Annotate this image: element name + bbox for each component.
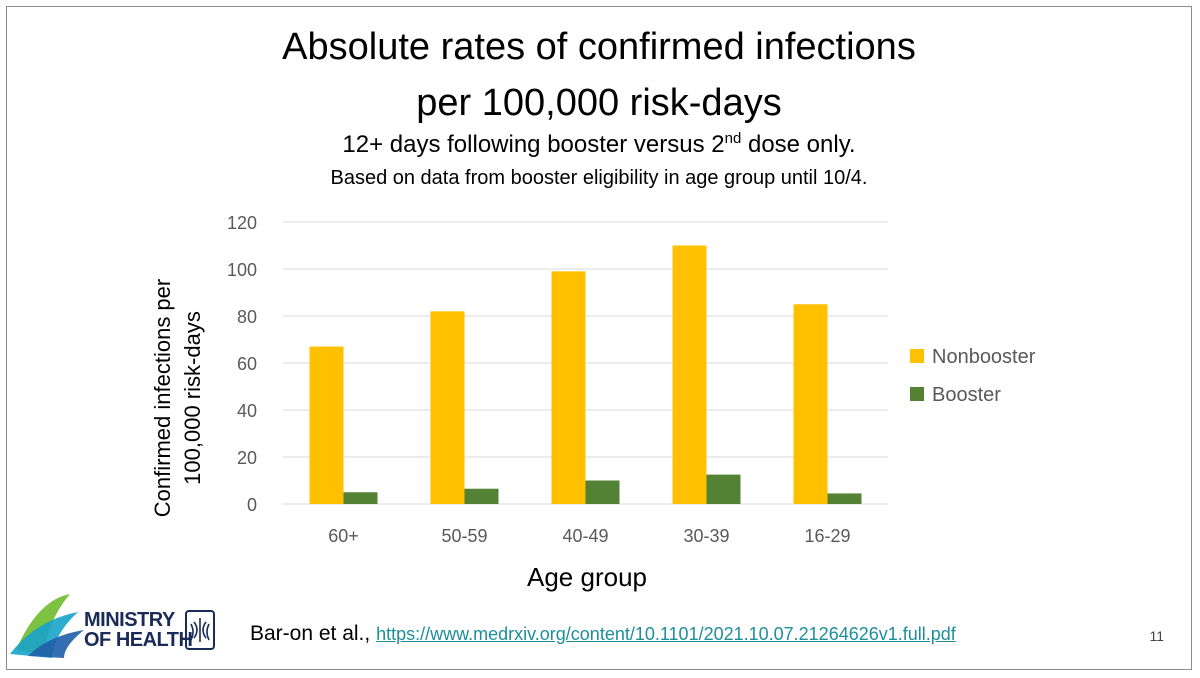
subtitle-pre: 12+ days following booster versus 2	[342, 131, 725, 158]
y-axis-label-line1: Confirmed infections per	[150, 279, 175, 517]
ministry-logo-text: MINISTRY OF HEALTH	[84, 609, 193, 651]
y-axis-ticks: 0 20 40 60 80 100 120	[227, 213, 257, 515]
y-tick-label: 100	[227, 260, 257, 280]
y-axis-label-line2: 100,000 risk-days	[180, 311, 205, 485]
y-tick-label: 20	[237, 448, 257, 468]
y-tick-label: 40	[237, 401, 257, 421]
page-number: 11	[1149, 628, 1164, 644]
x-tick-label: 30-39	[683, 526, 729, 546]
logo-line2: OF HEALTH	[84, 629, 193, 651]
slide-title-line1: Absolute rates of confirmed infections	[282, 26, 916, 68]
bar-booster-16-29	[827, 493, 862, 504]
legend-swatch-booster	[910, 387, 924, 401]
bar-booster-40-49	[585, 480, 620, 504]
x-tick-label: 40-49	[562, 526, 608, 546]
bar-nonbooster-40-49	[551, 271, 586, 504]
legend-swatch-nonbooster	[910, 349, 924, 363]
x-axis-ticks: 60+ 50-59 40-49 30-39 16-29	[328, 526, 850, 546]
bar-nonbooster-50-59	[430, 311, 465, 504]
chart-legend: Nonbooster Booster	[910, 346, 1036, 406]
bar-nonbooster-30-39	[672, 245, 707, 504]
legend-label-nonbooster: Nonbooster	[932, 346, 1036, 368]
x-axis-label: Age group	[527, 562, 647, 592]
x-tick-label: 60+	[328, 526, 359, 546]
citation-link[interactable]: https://www.medrxiv.org/content/10.1101/…	[376, 624, 956, 644]
y-tick-label: 0	[247, 495, 257, 515]
emblem-icon	[185, 610, 215, 650]
slide-subtitle-2: Based on data from booster eligibility i…	[330, 167, 868, 189]
y-tick-label: 120	[227, 213, 257, 233]
ministry-logo-icon	[10, 594, 84, 658]
citation-author: Bar-on et al.,	[250, 622, 371, 645]
slide-title-line2: per 100,000 risk-days	[416, 82, 782, 124]
bar-nonbooster-60+	[309, 346, 344, 504]
y-tick-label: 60	[237, 354, 257, 374]
x-tick-label: 50-59	[441, 526, 487, 546]
y-axis-label: Confirmed infections per 100,000 risk-da…	[150, 279, 205, 517]
bar-booster-30-39	[706, 474, 741, 504]
legend-label-booster: Booster	[932, 384, 1001, 406]
slide: Absolute rates of confirmed infections p…	[6, 6, 1192, 670]
citation: Bar-on et al., https://www.medrxiv.org/c…	[250, 622, 956, 646]
chart-bars	[309, 245, 862, 504]
y-tick-label: 80	[237, 307, 257, 327]
x-tick-label: 16-29	[804, 526, 850, 546]
subtitle-post: dose only.	[741, 131, 856, 158]
bar-booster-50-59	[464, 488, 499, 504]
subtitle-sup: nd	[724, 130, 742, 147]
bar-nonbooster-16-29	[793, 304, 828, 504]
bar-booster-60+	[343, 492, 378, 504]
slide-subtitle: 12+ days following booster versus 2nd do…	[7, 131, 1191, 159]
logo-line1: MINISTRY	[84, 609, 175, 631]
